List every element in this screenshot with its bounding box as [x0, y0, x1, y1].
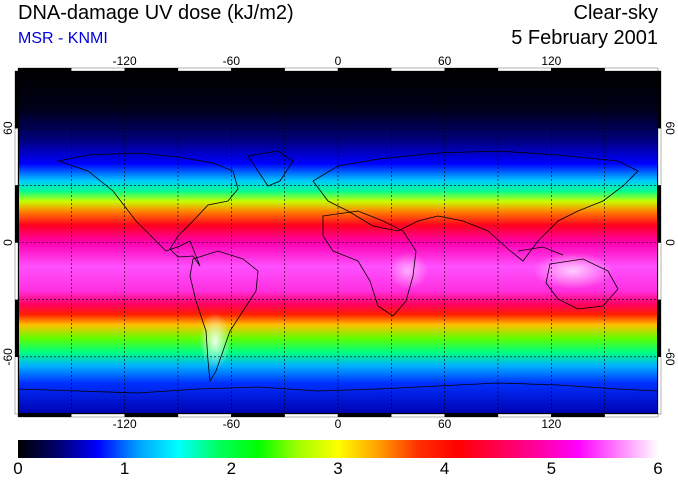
longitude-label: -120	[113, 417, 137, 431]
frame-band	[71, 67, 125, 72]
coastlines	[18, 150, 658, 394]
colorbar-label: 6	[653, 459, 663, 478]
frame-band	[231, 67, 285, 72]
frame-band	[17, 67, 72, 72]
frame-band	[337, 67, 392, 72]
colorbar-label: 5	[546, 459, 557, 478]
date-label: 5 February 2001	[511, 27, 658, 49]
colorbar-label: 0	[13, 459, 23, 478]
frame-band	[657, 242, 662, 300]
longitude-label: 0	[335, 54, 342, 68]
frame-band	[551, 67, 605, 72]
colorbar-label: 4	[439, 459, 450, 478]
frame-band	[14, 242, 19, 300]
frame-band	[14, 128, 19, 186]
hotspot-south-america	[199, 313, 231, 369]
hotspot-africa	[388, 253, 428, 289]
longitude-label: 0	[335, 417, 342, 431]
frame-band	[657, 356, 662, 415]
frame-band	[604, 67, 659, 72]
hotspot-australia	[533, 253, 613, 289]
longitude-label: -120	[113, 54, 137, 68]
longitude-label: 60	[438, 417, 452, 431]
frame-band	[17, 413, 72, 418]
colorbar-label: 2	[226, 459, 237, 478]
longitude-label: 120	[541, 54, 561, 68]
latitude-label: -60	[663, 348, 677, 366]
frame-band	[14, 356, 19, 415]
graticule	[18, 71, 658, 414]
colorbar	[18, 440, 658, 458]
frame-band	[177, 67, 232, 72]
longitude-label: 120	[541, 417, 561, 431]
latitude-label: 60	[1, 121, 15, 135]
frame-band	[604, 413, 659, 418]
frame-band	[657, 299, 662, 357]
frame-band	[124, 67, 179, 72]
colorbar-label: 1	[119, 459, 130, 478]
latitude-label: 0	[663, 239, 677, 246]
frame-band	[391, 413, 445, 418]
frame-band	[14, 70, 19, 129]
longitude-label: -60	[223, 54, 241, 68]
frame-band	[657, 128, 662, 186]
latitude-label: 60	[663, 121, 677, 135]
map-frame	[18, 71, 658, 414]
uv-dose-map	[18, 71, 658, 414]
frame-band	[337, 413, 392, 418]
longitude-label: -60	[223, 417, 241, 431]
map-title: DNA-damage UV dose (kJ/m2)	[18, 2, 294, 24]
frame-band	[391, 67, 445, 72]
frame-band	[444, 413, 499, 418]
frame-band	[444, 67, 499, 72]
sky-condition-label: Clear-sky	[573, 2, 658, 24]
data-source-label: MSR - KNMI	[18, 30, 108, 47]
latitude-label: -60	[1, 348, 15, 366]
latitude-label: 0	[1, 239, 15, 246]
colorbar-label: 3	[333, 459, 343, 478]
frame-band	[497, 67, 552, 72]
frame-band	[14, 185, 19, 243]
frame-band	[657, 70, 662, 129]
frame-band	[284, 413, 339, 418]
frame-band	[284, 67, 339, 72]
longitude-label: 60	[438, 54, 452, 68]
frame-band	[14, 299, 19, 357]
frame-band	[657, 185, 662, 243]
